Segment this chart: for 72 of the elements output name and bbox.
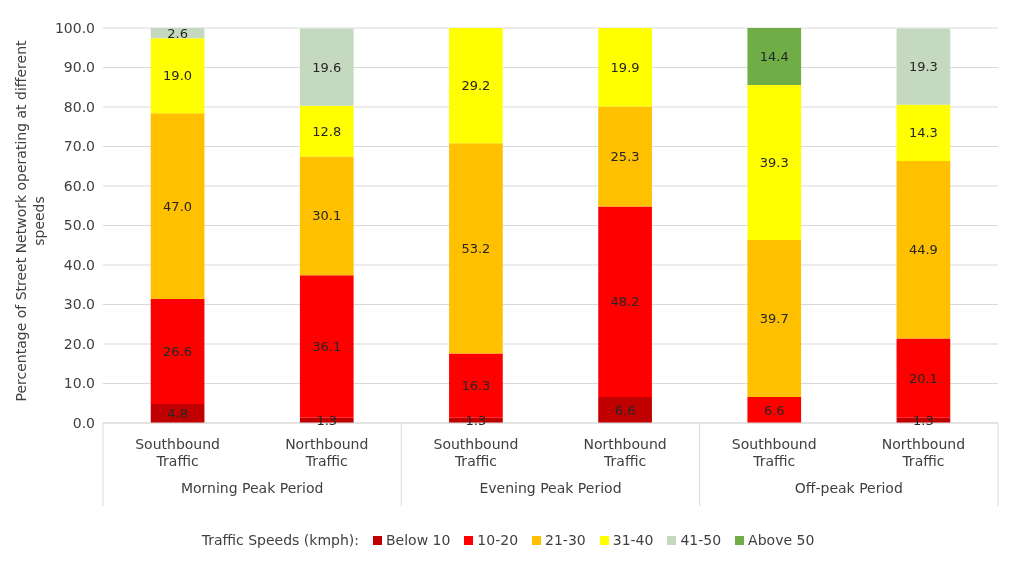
data-label: 6.6 — [614, 402, 636, 418]
data-label: 16.3 — [461, 378, 491, 394]
data-label: 53.2 — [461, 241, 491, 257]
data-label: 14.3 — [908, 125, 938, 141]
data-label: 36.1 — [312, 339, 342, 355]
bar — [449, 28, 503, 144]
bar — [747, 28, 802, 85]
data-label: 6.6 — [763, 402, 785, 418]
y-tick-label: 70.0 — [63, 138, 95, 155]
bar — [299, 28, 354, 106]
legend-label: 31-40 — [612, 532, 654, 548]
y-tick-label: 40.0 — [63, 256, 95, 273]
x-tick-label: Northbound Traffic — [881, 436, 966, 469]
y-tick-label: 90.0 — [63, 59, 95, 76]
y-tick-label: 10.0 — [63, 375, 95, 392]
data-label: 19.3 — [908, 59, 938, 75]
text: Evening Peak Period — [479, 480, 622, 496]
legend-label: Below 10 — [385, 532, 451, 548]
x-tick-label: Northbound Traffic — [285, 436, 369, 469]
bar — [150, 113, 205, 299]
bar — [896, 161, 951, 339]
legend-label: Above 50 — [748, 532, 815, 548]
y-tick-label: 60.0 — [63, 177, 95, 194]
bar — [598, 106, 652, 207]
text: Off-peak Period — [794, 480, 903, 496]
bar — [896, 338, 951, 418]
bar — [150, 38, 205, 114]
data-label: 12.8 — [312, 123, 342, 139]
data-label: 19.9 — [610, 59, 640, 75]
bar — [150, 298, 205, 405]
y-axis-title: Percentage of Street Network operating at different speeds — [12, 39, 48, 404]
legend-label: 10-20 — [477, 532, 519, 548]
data-label: 19.6 — [312, 59, 342, 75]
x-tick-label: Northbound Traffic — [583, 436, 667, 469]
data-label: 20.1 — [908, 370, 938, 386]
bar — [747, 84, 802, 241]
data-label: 26.6 — [163, 344, 193, 360]
x-tick-label: Southbound Traffic — [135, 436, 220, 469]
bar — [449, 353, 503, 418]
bar — [449, 143, 503, 354]
bar — [896, 104, 951, 162]
data-label: 14.4 — [759, 49, 789, 65]
bar — [747, 240, 802, 397]
data-label: 29.2 — [461, 78, 491, 94]
data-label: 4.8 — [167, 406, 188, 422]
bar — [299, 156, 354, 276]
data-label: 19.0 — [163, 68, 193, 84]
data-label: 39.7 — [759, 311, 789, 327]
y-tick-label: 100.0 — [54, 19, 95, 36]
bar — [598, 206, 652, 397]
data-label: 39.3 — [759, 155, 789, 171]
legend-title: Traffic Speeds (kmph): — [201, 532, 359, 548]
y-tick-label: 80.0 — [63, 98, 95, 115]
bar — [598, 28, 652, 107]
bar — [299, 275, 354, 418]
data-label: 47.0 — [163, 198, 193, 214]
text: Morning Peak Period — [180, 480, 324, 496]
x-tick-label: Southbound Traffic — [433, 436, 519, 469]
y-tick-label: 0.0 — [72, 414, 95, 431]
data-label: 48.2 — [610, 294, 640, 310]
x-tick-label: Southbound Traffic — [731, 436, 817, 469]
bar — [299, 105, 354, 157]
y-tick-label: 50.0 — [63, 217, 95, 234]
data-label: 2.6 — [167, 25, 188, 41]
legend-label: 21-30 — [545, 532, 586, 548]
data-label: 30.1 — [312, 208, 342, 224]
legend-label: 41-50 — [680, 532, 722, 548]
bar — [896, 28, 951, 105]
data-label: 25.3 — [610, 149, 640, 165]
y-tick-label: 30.0 — [63, 296, 95, 313]
data-label: 44.9 — [908, 242, 938, 258]
y-tick-label: 20.0 — [63, 335, 95, 352]
